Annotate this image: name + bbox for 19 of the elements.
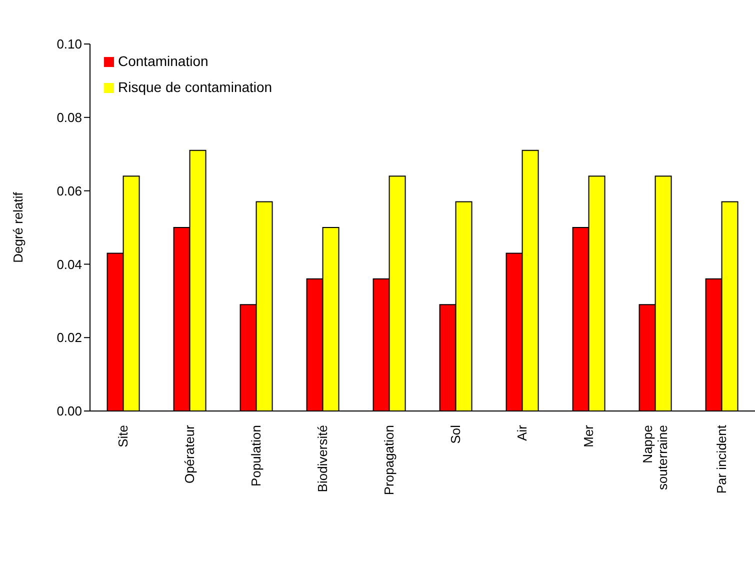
x-tick-label: Propagation (381, 425, 396, 496)
y-tick-label: 0.02 (56, 330, 82, 346)
x-tick-label: Mer (580, 424, 596, 448)
x-tick-label: Site (115, 425, 130, 448)
y-tick-label: 0.08 (56, 110, 82, 126)
x-tick-label: Sol (448, 424, 463, 444)
x-tick-label: Par incident (714, 424, 729, 494)
y-tick-label: 0.10 (56, 36, 82, 52)
y-tick-label: 0.00 (56, 404, 82, 419)
x-tick-label: Biodiversité (314, 425, 330, 492)
legend-label: Risque de contamination (118, 79, 272, 95)
x-tick-label: Nappe souterraine (640, 425, 670, 490)
y-axis-title: Degré relatif (10, 192, 26, 263)
legend-label: Contamination (118, 53, 208, 69)
x-tick-label: Air (514, 424, 530, 441)
x-tick-label: Population (248, 425, 264, 486)
x-tick-label: Opérateur (182, 424, 197, 484)
y-tick-label: 0.04 (56, 256, 82, 272)
y-tick-label: 0.06 (56, 183, 82, 198)
